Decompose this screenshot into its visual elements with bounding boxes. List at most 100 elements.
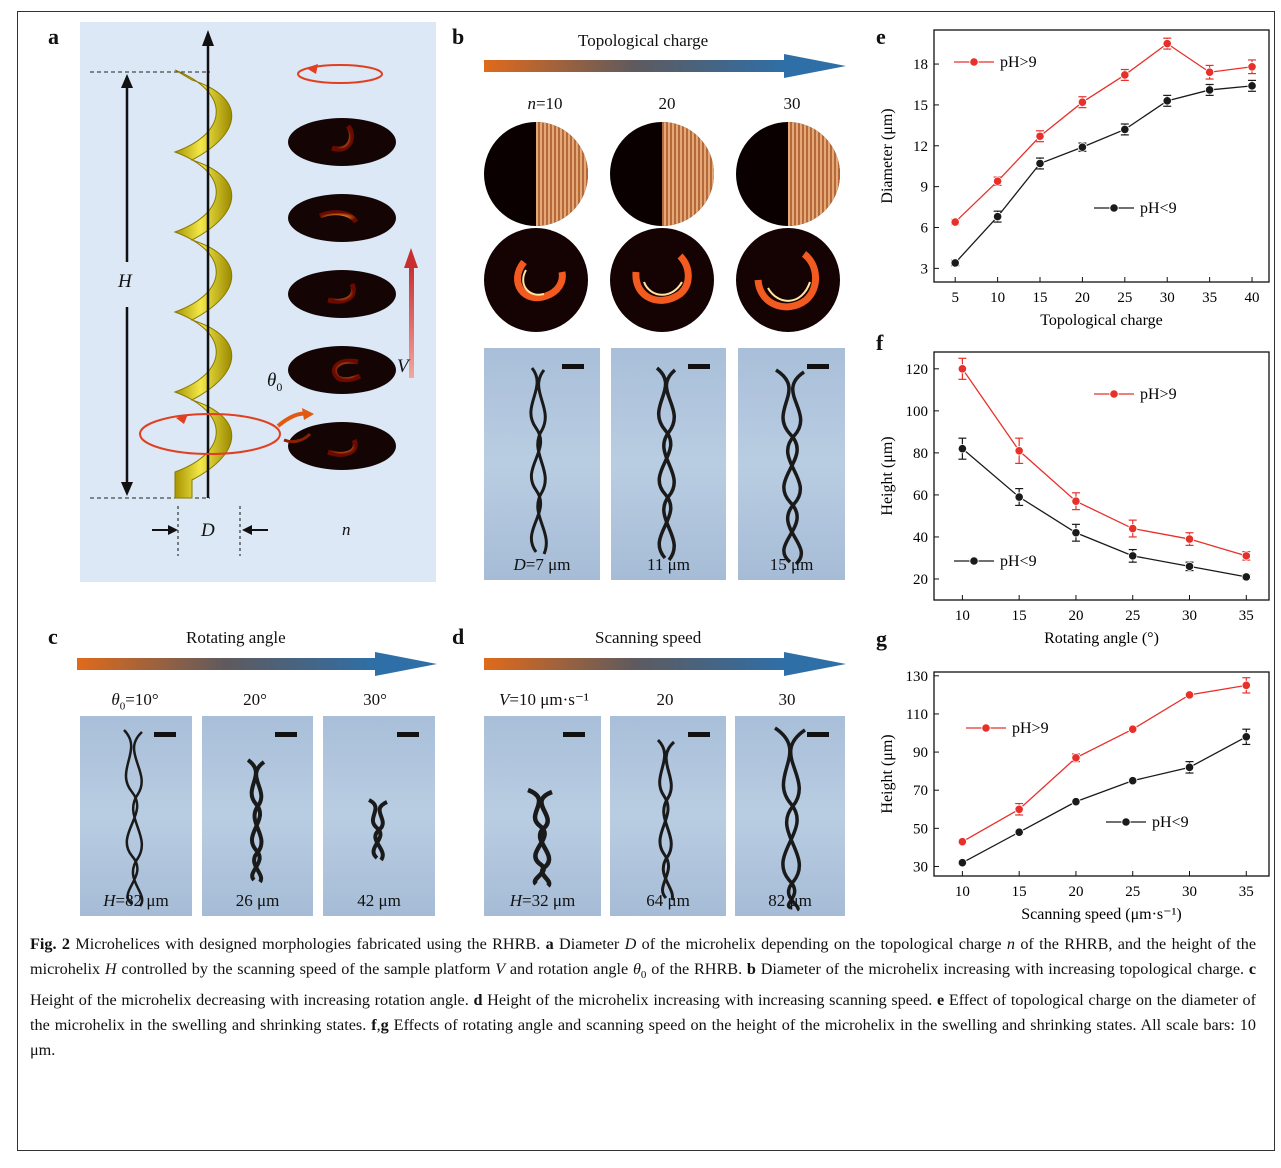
data-point — [1128, 724, 1138, 734]
data-point — [1205, 67, 1215, 77]
interference-pattern-2 — [610, 122, 714, 226]
label-H: H — [118, 271, 132, 292]
d-speed-label-20: 20 — [656, 690, 674, 709]
series-line — [961, 448, 1247, 578]
y-tick-label: 100 — [906, 404, 929, 420]
scale-bar — [154, 732, 176, 737]
data-point — [1014, 492, 1024, 502]
y-tick-label: 110 — [906, 707, 928, 723]
data-point — [1241, 680, 1251, 690]
x-axis-label: Rotating angle (°) — [1044, 630, 1159, 647]
panel-d-title: Scanning speed — [595, 628, 702, 647]
y-tick-label: 130 — [906, 669, 929, 685]
panel-label-b: b — [452, 24, 465, 49]
scale-bar — [688, 364, 710, 369]
plot-frame — [933, 671, 1270, 877]
y-tick-label: 15 — [913, 98, 928, 114]
legend-marker — [969, 57, 979, 67]
scale-bar — [275, 732, 297, 737]
label-n: n — [342, 520, 351, 539]
data-point — [957, 858, 967, 868]
data-point — [1077, 142, 1088, 152]
data-point — [1162, 39, 1172, 49]
beam-profiles — [288, 118, 396, 470]
legend-marker — [1109, 203, 1119, 213]
data-point — [1184, 690, 1195, 700]
data-point — [1071, 797, 1081, 807]
x-tick-label: 40 — [1245, 290, 1260, 306]
panel-d-arrow — [484, 652, 846, 676]
panel-label-d: d — [452, 624, 465, 649]
legend-marker — [981, 723, 991, 733]
panel-label-c: c — [48, 624, 58, 649]
scale-bar — [563, 732, 585, 737]
x-tick-label: 20 — [1068, 608, 1083, 624]
panel-label-e: e — [876, 24, 886, 49]
panel-c-title: Rotating angle — [186, 628, 286, 647]
helix-ribbon — [173, 69, 233, 499]
x-tick-label: 30 — [1182, 884, 1197, 900]
panel-b-title: Topological charge — [578, 31, 709, 50]
c-height-label-1: H=82 μm — [103, 891, 169, 910]
legend-label: pH<9 — [1152, 814, 1189, 831]
data-point — [1071, 753, 1081, 763]
x-tick-label: 35 — [1239, 884, 1254, 900]
data-point — [1035, 158, 1045, 169]
d-height-label-1: H=32 μm — [509, 891, 576, 910]
scale-bar — [807, 364, 829, 369]
data-point — [993, 176, 1003, 186]
chart-e: 5 10 15 20 25 30 35 40 3 6 9 12 15 18 Topological char… — [879, 29, 1270, 329]
micrograph-b-2: 11 μm — [611, 348, 726, 580]
x-tick-label: 10 — [955, 884, 970, 900]
d-height-label-3: 82 μm — [768, 891, 812, 910]
y-axis-label: Diameter (μm) — [879, 108, 896, 203]
data-point — [1241, 572, 1251, 582]
data-point — [1077, 97, 1088, 107]
x-tick-label: 10 — [990, 290, 1005, 306]
label-D: D — [201, 520, 215, 541]
x-tick-label: 5 — [951, 290, 959, 306]
legend-label: pH>9 — [1012, 720, 1049, 737]
data-point — [1184, 762, 1195, 772]
legend-label: pH>9 — [1000, 54, 1037, 71]
c-theta-label-20: 20° — [243, 690, 267, 709]
panel-b-arrow — [484, 54, 846, 78]
y-tick-label: 90 — [913, 745, 928, 761]
data-point — [1247, 81, 1257, 91]
legend-label: pH<9 — [1000, 553, 1037, 570]
data-point — [1184, 534, 1195, 544]
x-tick-label: 25 — [1125, 884, 1140, 900]
data-point — [957, 444, 967, 454]
data-point — [1162, 96, 1172, 106]
y-tick-label: 80 — [913, 446, 928, 462]
data-point — [1014, 804, 1024, 814]
data-point — [1120, 70, 1130, 80]
intensity-pattern-1 — [484, 228, 588, 332]
c-height-label-2: 26 μm — [235, 891, 280, 910]
d-height-label-2: 64 μm — [646, 891, 690, 910]
plot-frame — [933, 29, 1270, 283]
interference-pattern-3 — [736, 122, 840, 226]
data-point — [1241, 732, 1251, 742]
y-tick-label: 70 — [913, 783, 928, 799]
figure-caption: Fig. 2 Microhelices with designed morpho… — [30, 935, 1257, 1060]
legend-marker — [969, 556, 979, 566]
micrograph-c-1: H=82 μm — [80, 716, 192, 916]
y-tick-label: 20 — [913, 572, 928, 588]
x-tick-label: 15 — [1012, 884, 1027, 900]
panel-b-beam-images — [484, 122, 840, 332]
b-diameter-label-2: 11 μm — [647, 555, 690, 574]
interference-pattern-1 — [484, 122, 588, 226]
y-axis-label: Height (μm) — [879, 734, 896, 813]
y-tick-label: 50 — [913, 821, 928, 837]
c-height-label-3: 42 μm — [357, 891, 401, 910]
panel-label-f: f — [876, 330, 884, 355]
data-point — [1120, 124, 1130, 135]
data-point — [1035, 131, 1045, 141]
x-tick-label: 30 — [1160, 290, 1175, 306]
label-theta: θ0 — [267, 370, 283, 394]
x-tick-label: 25 — [1125, 608, 1140, 624]
data-point — [1128, 551, 1138, 561]
data-point — [950, 217, 960, 227]
micrograph-c-3: 42 μm — [323, 716, 435, 916]
